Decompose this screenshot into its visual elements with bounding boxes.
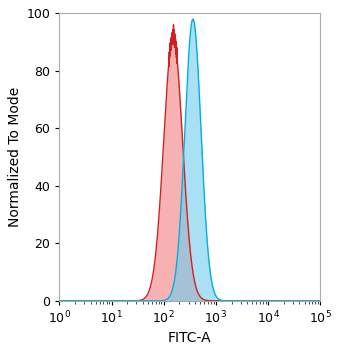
X-axis label: FITC-A: FITC-A	[168, 331, 211, 345]
Y-axis label: Normalized To Mode: Normalized To Mode	[8, 87, 22, 227]
